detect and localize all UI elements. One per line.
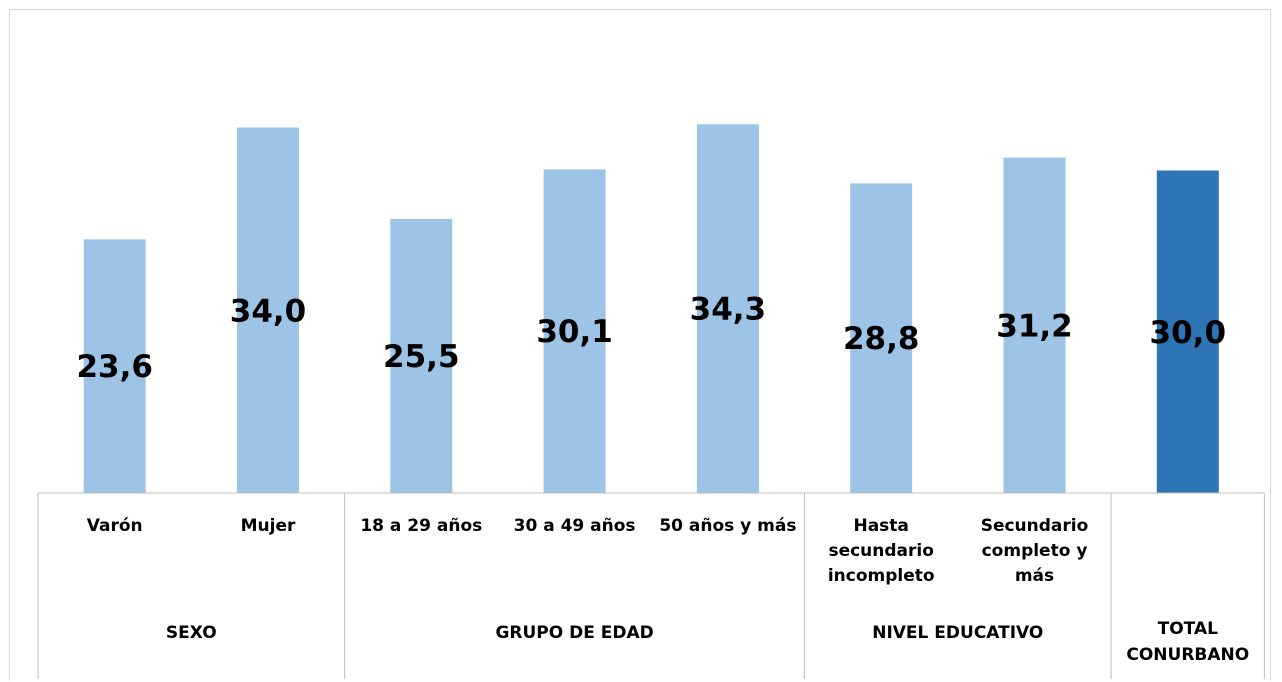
category-label-3: 18 a 29 años xyxy=(360,516,482,536)
group-label-2: GRUPO DE EDAD xyxy=(495,623,653,643)
bar-5 xyxy=(696,124,759,494)
category-label-6: Hasta xyxy=(853,516,908,536)
chart-frame xyxy=(9,9,1271,681)
bar-2 xyxy=(237,127,299,493)
category-label-6: secundario xyxy=(828,541,933,561)
value-labels: 23,6 34,0 25,5 30,1 34,3 28,8 31,2 30,0 xyxy=(76,292,1226,386)
bar-4 xyxy=(543,169,606,493)
group-label-3: NIVEL EDUCATIVO xyxy=(872,623,1043,643)
category-label-1: Varón xyxy=(87,516,143,536)
category-label-7: completo y xyxy=(982,541,1088,561)
group-label-4: CONURBANO xyxy=(1126,645,1249,665)
value-label-6: 28,8 xyxy=(843,321,920,357)
bar-7 xyxy=(1003,157,1066,493)
value-label-2: 34,0 xyxy=(230,293,307,329)
category-label-2: Mujer xyxy=(241,516,296,536)
bar-3 xyxy=(390,218,453,493)
value-label-7: 31,2 xyxy=(996,308,1073,344)
bars xyxy=(83,124,1219,494)
bar-6 xyxy=(850,183,913,493)
value-label-5: 34,3 xyxy=(690,292,767,328)
category-label-4: 30 a 49 años xyxy=(514,516,636,536)
value-label-4: 30,1 xyxy=(536,314,613,350)
group-label-4: TOTAL xyxy=(1158,619,1218,639)
category-labels: Varón Mujer 18 a 29 años 30 a 49 años 50 año… xyxy=(87,516,1089,586)
group-label-1: SEXO xyxy=(166,623,217,643)
bar-1 xyxy=(83,239,146,493)
group-labels: SEXO GRUPO DE EDAD NIVEL EDUCATIVO TOTAL CON… xyxy=(166,619,1249,665)
value-label-1: 23,6 xyxy=(76,349,153,385)
category-label-7: Secundario xyxy=(981,516,1089,536)
category-axis xyxy=(37,492,1265,679)
category-label-7: más xyxy=(1015,566,1054,586)
category-label-5: 50 años y más xyxy=(659,516,796,536)
category-label-6: incompleto xyxy=(828,566,935,586)
value-label-8: 30,0 xyxy=(1150,315,1227,351)
bar-8 xyxy=(1156,170,1219,493)
value-label-3: 25,5 xyxy=(383,339,460,375)
